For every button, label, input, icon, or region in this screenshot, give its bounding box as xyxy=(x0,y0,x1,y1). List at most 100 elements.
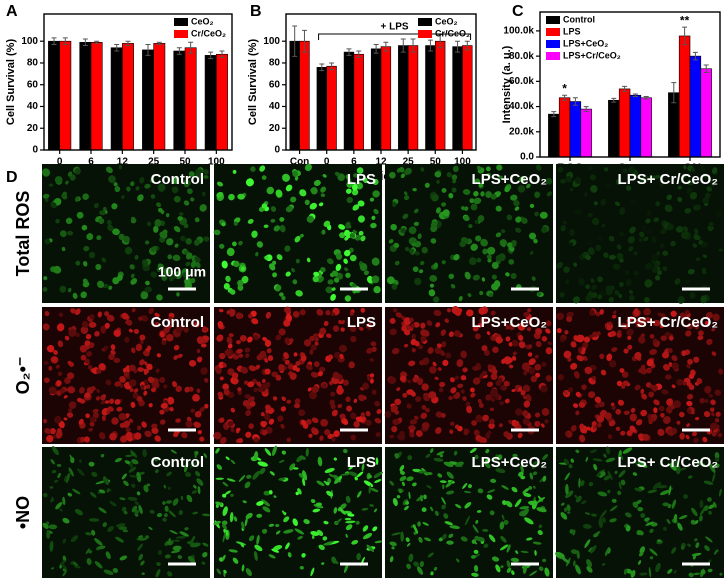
cell xyxy=(321,383,327,389)
error-bar xyxy=(346,48,352,56)
column-label: Control xyxy=(151,171,204,188)
bar xyxy=(153,43,166,151)
cell xyxy=(587,240,593,246)
column-label: LPS+CeO₂ xyxy=(472,314,547,331)
cell xyxy=(154,219,162,227)
cell xyxy=(144,183,151,189)
cell xyxy=(350,434,357,441)
cell xyxy=(330,312,335,317)
cell xyxy=(605,285,613,293)
cell xyxy=(213,229,221,236)
error-bar xyxy=(188,41,194,54)
cell xyxy=(149,178,155,183)
cell xyxy=(534,211,539,217)
plot-frame xyxy=(285,13,477,151)
cell xyxy=(130,218,137,224)
cell xyxy=(708,221,714,227)
cell xyxy=(442,359,449,366)
cell xyxy=(348,361,355,369)
x-tick-label: 0 xyxy=(57,157,63,168)
cell xyxy=(597,276,604,283)
cell xyxy=(483,349,490,356)
cell xyxy=(345,221,351,229)
bar xyxy=(689,55,702,158)
cell xyxy=(371,257,380,266)
cell xyxy=(272,272,278,278)
cell xyxy=(349,325,357,333)
cell xyxy=(629,199,637,205)
cell xyxy=(66,412,74,418)
cell xyxy=(423,394,431,402)
cell xyxy=(43,377,50,383)
cell xyxy=(578,278,585,286)
cell xyxy=(289,338,294,343)
cell xyxy=(245,353,250,358)
cell xyxy=(619,258,624,263)
cell xyxy=(345,272,351,279)
cell xyxy=(454,424,460,429)
cell xyxy=(326,258,334,265)
cell xyxy=(467,293,472,297)
cell xyxy=(473,197,482,205)
cell xyxy=(324,429,331,436)
cell xyxy=(591,217,600,226)
cell xyxy=(216,334,224,342)
cell xyxy=(573,262,578,267)
cell xyxy=(235,427,241,432)
cell xyxy=(392,308,398,313)
cell xyxy=(693,204,701,211)
cell xyxy=(375,432,381,437)
cell xyxy=(165,333,174,342)
cell xyxy=(82,261,88,267)
cell xyxy=(194,410,202,418)
cell xyxy=(273,396,278,401)
cell xyxy=(233,221,238,226)
cell xyxy=(366,325,372,331)
cell xyxy=(486,254,492,260)
cell xyxy=(708,178,714,184)
cell xyxy=(435,322,441,328)
cell xyxy=(57,371,63,377)
cell xyxy=(166,238,174,246)
cell xyxy=(106,410,111,415)
cell xyxy=(501,358,506,364)
cell xyxy=(656,270,663,276)
cell xyxy=(285,313,293,322)
cell xyxy=(223,388,230,396)
cell xyxy=(203,169,209,175)
cell xyxy=(582,355,588,361)
cell xyxy=(105,379,112,386)
cell xyxy=(645,218,651,224)
error-bar xyxy=(301,29,307,53)
cell xyxy=(473,429,480,436)
cell xyxy=(196,336,204,345)
cell xyxy=(363,270,369,276)
cell xyxy=(111,417,119,425)
cell xyxy=(563,266,570,274)
cell xyxy=(280,423,285,429)
cell xyxy=(165,213,170,218)
cell xyxy=(528,358,536,366)
cell xyxy=(230,407,236,413)
cell xyxy=(486,172,491,177)
cell xyxy=(504,186,510,193)
bar xyxy=(434,40,446,151)
cell xyxy=(508,364,514,369)
cell xyxy=(472,326,479,332)
cell xyxy=(565,176,572,183)
cell xyxy=(177,216,183,221)
cell xyxy=(490,310,496,316)
cell xyxy=(300,352,306,357)
cell xyxy=(294,398,301,405)
micrograph xyxy=(556,307,724,444)
cell xyxy=(420,335,427,342)
x-tick-label: 6 xyxy=(351,157,357,168)
cell xyxy=(118,164,123,170)
cell xyxy=(362,382,370,390)
cell xyxy=(655,174,661,179)
cell xyxy=(474,178,481,184)
cell xyxy=(196,388,201,393)
y-axis-label: Cell Survival (%) xyxy=(5,39,17,126)
cell xyxy=(292,311,300,318)
